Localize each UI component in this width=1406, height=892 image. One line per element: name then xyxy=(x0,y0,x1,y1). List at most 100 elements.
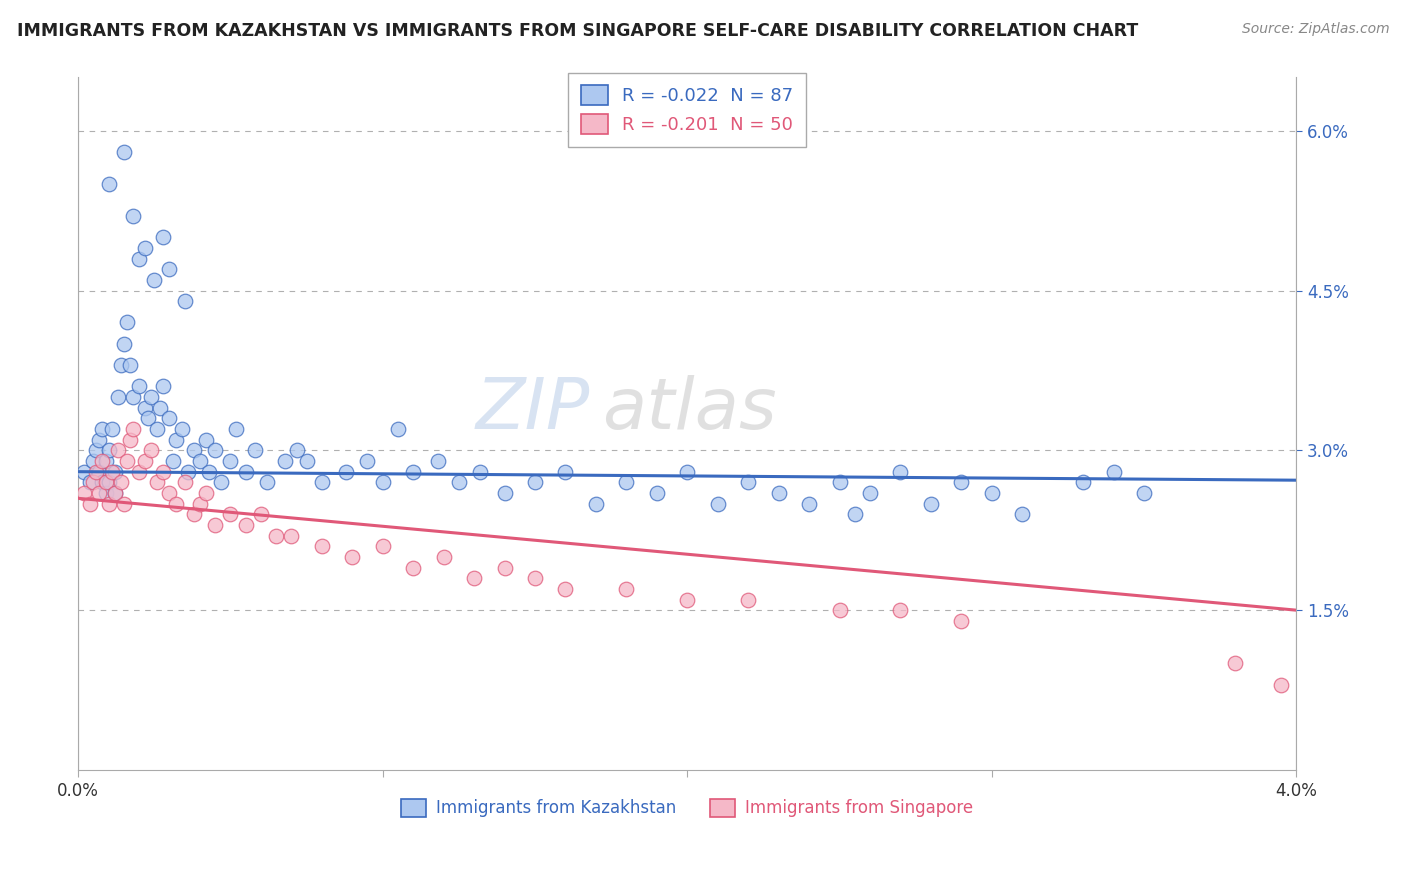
Point xyxy=(204,443,226,458)
Point xyxy=(82,475,104,490)
Point xyxy=(402,560,425,574)
Point xyxy=(470,465,492,479)
Point xyxy=(100,422,122,436)
Point xyxy=(134,454,156,468)
Point xyxy=(79,475,101,490)
Point xyxy=(274,454,297,468)
Point xyxy=(112,497,135,511)
Point xyxy=(235,517,257,532)
Point xyxy=(828,603,851,617)
Point xyxy=(195,433,218,447)
Point xyxy=(89,486,111,500)
Point xyxy=(104,486,127,500)
Point xyxy=(97,475,120,490)
Point xyxy=(91,475,114,490)
Point xyxy=(920,497,942,511)
Point xyxy=(447,475,470,490)
Point xyxy=(797,497,820,511)
Point xyxy=(89,465,111,479)
Point xyxy=(250,508,273,522)
Point xyxy=(94,486,117,500)
Point xyxy=(136,411,159,425)
Point xyxy=(118,433,141,447)
Point xyxy=(844,508,866,522)
Point xyxy=(86,465,108,479)
Point xyxy=(614,475,637,490)
Text: IMMIGRANTS FROM KAZAKHSTAN VS IMMIGRANTS FROM SINGAPORE SELF-CARE DISABILITY COR: IMMIGRANTS FROM KAZAKHSTAN VS IMMIGRANTS… xyxy=(17,22,1137,40)
Point xyxy=(889,603,911,617)
Point xyxy=(82,454,104,468)
Point xyxy=(91,454,114,468)
Text: atlas: atlas xyxy=(602,376,776,444)
Point xyxy=(356,454,378,468)
Point xyxy=(104,486,127,500)
Point xyxy=(209,475,232,490)
Point xyxy=(706,497,728,511)
Text: ZIP: ZIP xyxy=(475,376,589,444)
Point xyxy=(177,465,200,479)
Point xyxy=(73,465,96,479)
Point xyxy=(235,465,257,479)
Point xyxy=(165,497,187,511)
Point xyxy=(118,358,141,372)
Point xyxy=(256,475,278,490)
Point xyxy=(737,592,759,607)
Legend: Immigrants from Kazakhstan, Immigrants from Singapore: Immigrants from Kazakhstan, Immigrants f… xyxy=(395,792,980,824)
Point xyxy=(134,241,156,255)
Point xyxy=(152,465,174,479)
Point xyxy=(828,475,851,490)
Point xyxy=(112,336,135,351)
Point xyxy=(159,411,181,425)
Point xyxy=(371,539,394,553)
Point xyxy=(264,528,287,542)
Point xyxy=(173,475,195,490)
Point xyxy=(243,443,266,458)
Point xyxy=(889,465,911,479)
Point xyxy=(141,390,163,404)
Point xyxy=(107,390,129,404)
Point xyxy=(737,475,759,490)
Point xyxy=(91,422,114,436)
Point xyxy=(141,443,163,458)
Point xyxy=(554,465,576,479)
Point xyxy=(146,422,169,436)
Point xyxy=(134,401,156,415)
Point xyxy=(122,390,145,404)
Point xyxy=(128,379,150,393)
Point xyxy=(1011,508,1033,522)
Point xyxy=(676,465,699,479)
Point xyxy=(162,454,184,468)
Point xyxy=(183,508,205,522)
Point xyxy=(676,592,699,607)
Point xyxy=(188,497,211,511)
Point xyxy=(554,582,576,596)
Point xyxy=(426,454,449,468)
Point xyxy=(371,475,394,490)
Point xyxy=(149,401,172,415)
Point xyxy=(115,316,138,330)
Point xyxy=(198,465,221,479)
Point xyxy=(94,475,117,490)
Point xyxy=(73,486,96,500)
Point xyxy=(645,486,668,500)
Point xyxy=(433,549,456,564)
Point xyxy=(97,443,120,458)
Point xyxy=(219,454,242,468)
Point xyxy=(768,486,790,500)
Point xyxy=(523,571,546,585)
Point xyxy=(100,465,122,479)
Point xyxy=(110,358,132,372)
Point xyxy=(128,465,150,479)
Point xyxy=(614,582,637,596)
Point xyxy=(86,443,108,458)
Point xyxy=(79,497,101,511)
Point xyxy=(280,528,302,542)
Point xyxy=(195,486,218,500)
Point xyxy=(1225,657,1247,671)
Point xyxy=(225,422,247,436)
Point xyxy=(402,465,425,479)
Point xyxy=(342,549,364,564)
Point xyxy=(1102,465,1125,479)
Point xyxy=(859,486,882,500)
Point xyxy=(122,209,145,223)
